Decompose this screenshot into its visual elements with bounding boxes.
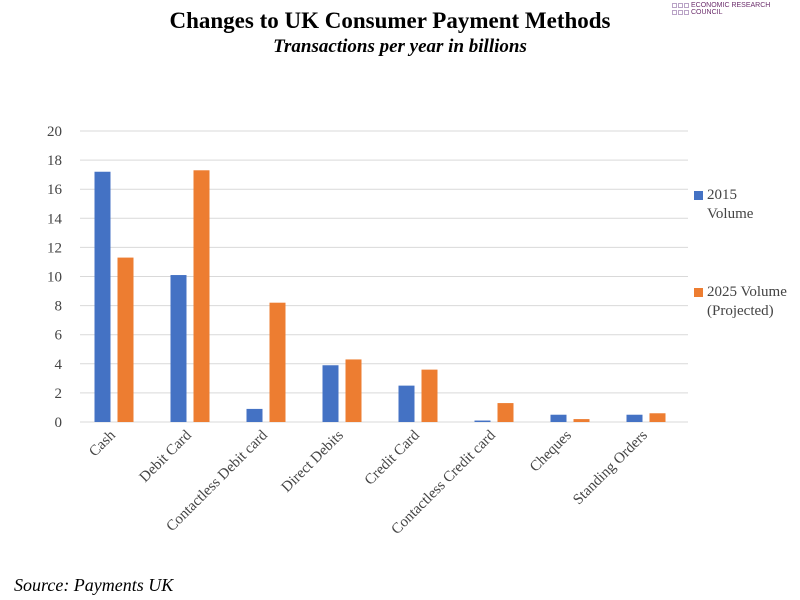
y-tick-label: 10 [47, 270, 62, 286]
bar [117, 257, 134, 422]
legend-entry: 2025 Volume (Projected) [692, 283, 800, 321]
bar [94, 171, 111, 422]
y-tick-label: 0 [55, 415, 63, 431]
legend-swatch [694, 288, 703, 297]
bar [398, 385, 415, 422]
y-tick-label: 20 [47, 124, 62, 140]
y-tick-label: 18 [47, 153, 62, 169]
bar [322, 365, 339, 422]
bar [246, 408, 263, 422]
y-tick-label: 8 [55, 299, 63, 315]
x-tick-label: Direct Debits [279, 427, 347, 495]
logo-icon [672, 3, 689, 15]
logo-text: ECONOMIC RESEARCH COUNCIL [691, 2, 771, 16]
x-tick-label: Standing Orders [570, 427, 651, 508]
x-tick-label: Cash [86, 427, 119, 460]
x-tick-label: Debit Card [137, 427, 196, 486]
bar [421, 369, 438, 422]
bar [193, 170, 210, 422]
bar [649, 413, 666, 422]
y-tick-label: 12 [47, 240, 62, 256]
chart-title: Changes to UK Consumer Payment Methods [169, 8, 611, 33]
legend-label: 2025 Volume (Projected) [707, 284, 787, 319]
legend-entry: 2015 Volume [692, 186, 800, 224]
legend-swatch [694, 191, 703, 200]
y-tick-label: 16 [47, 182, 63, 198]
x-tick-label: Credit Card [362, 427, 423, 488]
chart-subtitle: Transactions per year in billions [273, 36, 527, 57]
bar [573, 419, 590, 422]
bar [269, 302, 286, 422]
y-tick-label: 2 [55, 386, 63, 402]
y-tick-label: 14 [47, 211, 63, 227]
bar [170, 275, 187, 422]
y-tick-label: 4 [55, 357, 63, 373]
bar [345, 359, 362, 422]
source: Source: Payments UK [14, 575, 174, 595]
legend-label: 2015 Volume [707, 187, 754, 222]
x-tick-label: Cheques [527, 427, 575, 475]
bar [497, 403, 514, 422]
bar [626, 414, 643, 422]
bar [474, 420, 491, 422]
y-tick-label: 6 [55, 328, 63, 344]
logo: ECONOMIC RESEARCH COUNCIL [672, 2, 800, 16]
bar [550, 414, 567, 422]
